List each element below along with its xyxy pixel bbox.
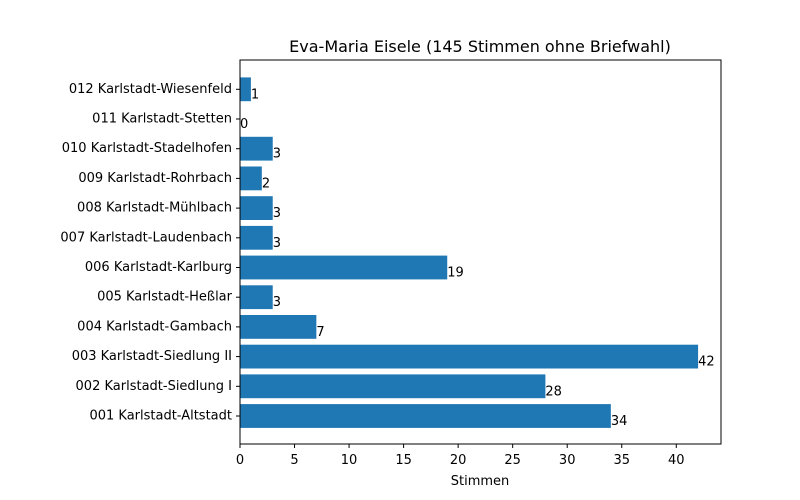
data-label: 28 (545, 384, 562, 399)
x-tick-label: 15 (395, 453, 412, 468)
y-tick-labels: 001 Karlstadt-Altstadt 002 Karlstadt-Sied… (60, 82, 240, 424)
data-label: 3 (273, 147, 281, 162)
y-tick-label: 008 Karlstadt-Mühlbach (77, 201, 232, 216)
bar (240, 77, 251, 102)
data-label: 19 (447, 266, 464, 281)
bar (240, 285, 273, 310)
bar (240, 255, 448, 280)
data-label: 0 (240, 117, 248, 132)
y-tick-label: 005 Karlstadt-Heßlar (97, 290, 233, 305)
bar (240, 196, 273, 220)
x-tick-label: 5 (290, 453, 298, 468)
bar (240, 344, 699, 369)
y-tick-label: 010 Karlstadt-Stadelhofen (62, 141, 232, 156)
chart-title: Eva-Maria Eisele (145 Stimmen ohne Brief… (289, 37, 671, 56)
data-label: 34 (611, 414, 628, 429)
y-tick-label: 011 Karlstadt-Stetten (92, 112, 232, 127)
axes-frame (239, 59, 722, 445)
data-label: 3 (273, 236, 281, 251)
y-tick-label: 007 Karlstadt-Laudenbach (60, 230, 232, 245)
bar (240, 166, 262, 191)
bars-group (240, 77, 699, 428)
y-tick-label: 004 Karlstadt-Gambach (77, 319, 232, 334)
data-label: 3 (273, 206, 281, 221)
x-ticks: 0 5 10 15 20 25 30 35 40 (236, 444, 685, 468)
bar (240, 404, 611, 428)
y-tick-label: 003 Karlstadt-Siedlung II (72, 349, 232, 364)
bar (240, 225, 273, 250)
x-tick-label: 10 (341, 453, 358, 468)
x-tick-label: 25 (504, 453, 521, 468)
y-tick-label: 009 Karlstadt-Rohrbach (78, 171, 232, 186)
y-tick-label: 006 Karlstadt-Karlburg (85, 260, 232, 275)
data-label: 7 (316, 325, 324, 340)
x-tick-label: 20 (450, 453, 467, 468)
bar (240, 374, 546, 399)
x-tick-label: 35 (613, 453, 630, 468)
x-tick-label: 40 (668, 453, 685, 468)
x-tick-label: 0 (236, 453, 244, 468)
y-tick-label: 001 Karlstadt-Altstadt (89, 409, 232, 424)
data-label: 3 (273, 295, 281, 310)
data-label: 2 (262, 176, 270, 191)
bar (240, 136, 273, 161)
y-tick-label: 002 Karlstadt-Siedlung I (76, 379, 232, 394)
y-tick-label: 012 Karlstadt-Wiesenfeld (69, 82, 232, 97)
x-axis-label: Stimmen (451, 474, 510, 489)
data-label: 42 (698, 355, 715, 370)
bar (240, 315, 317, 339)
x-tick-label: 30 (559, 453, 576, 468)
data-label: 1 (251, 87, 259, 102)
